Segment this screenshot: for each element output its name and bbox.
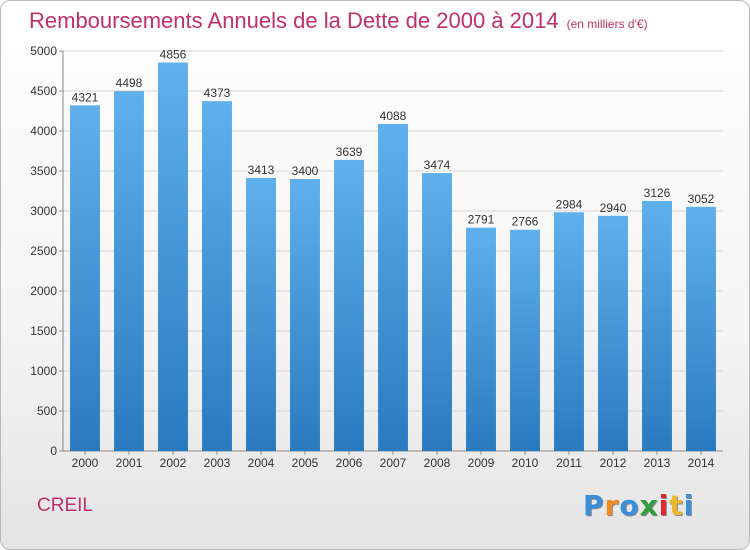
bar [246,177,276,451]
title-unit: (en milliers d'€) [566,17,648,31]
proxiti-logo: Proxiti [583,489,694,522]
bar-value-label: 3400 [292,164,319,178]
bar-value-label: 3126 [644,186,671,200]
logo-letter: i [658,489,670,522]
bar-value-label: 3052 [688,192,715,206]
bar-value-label: 4088 [380,109,407,123]
bar-value-label: 2940 [600,201,627,215]
logo-letter: x [639,489,659,522]
bar [70,105,100,451]
bar [686,206,716,451]
x-tick-label: 2008 [424,456,451,470]
y-tick-label: 3500 [30,164,57,178]
y-tick-label: 1500 [30,324,57,338]
bar [158,62,188,452]
logo-letter: P [583,489,605,522]
bar-value-label: 3474 [424,158,451,172]
x-tick-label: 2006 [336,456,363,470]
bar [114,91,144,451]
title-text: Remboursements Annuels de la Dette de 20… [29,8,559,33]
bar [554,212,584,451]
bar [422,173,452,451]
bar-value-label: 4498 [116,76,143,90]
logo-letter: o [619,489,640,522]
bar [642,200,672,451]
x-tick-label: 2009 [468,456,495,470]
bar-value-label: 3639 [336,145,363,159]
bar-value-label: 2766 [512,215,539,229]
x-tick-label: 2004 [248,456,275,470]
bar [466,227,496,451]
y-tick-label: 5000 [30,44,57,58]
bar [598,215,628,451]
label-layer: 4321 4498 4856 4373 3413 3400 3639 4088 3474 2791… [72,48,715,229]
y-tick-label: 3000 [30,204,57,218]
x-tick-label: 2003 [204,456,231,470]
bar-value-label: 4321 [72,90,99,104]
bar-value-label: 2791 [468,213,495,227]
x-tick-label: 2011 [556,456,582,470]
y-tick-label: 2000 [30,284,57,298]
y-tick-label: 4500 [30,84,57,98]
bar [290,179,320,451]
x-tick-label: 2002 [160,456,187,470]
y-tick-label: 2500 [30,244,57,258]
city-name: CREIL [37,495,93,516]
bar-value-label: 2984 [556,197,583,211]
bar [202,101,232,451]
x-tick-label: 2014 [688,456,715,470]
bar [378,123,408,452]
x-tick-label: 2005 [292,456,319,470]
logo-letter: t [669,489,684,522]
bar-value-label: 3413 [248,163,275,177]
logo-letter: r [604,489,620,522]
logo-letter: i [683,489,695,522]
y-tick-label: 4000 [30,124,57,138]
chart-title: Remboursements Annuels de la Dette de 20… [29,8,648,34]
y-tick-label: 500 [37,404,57,418]
x-tick-label: 2012 [600,456,627,470]
x-tick-label: 2000 [72,456,99,470]
x-tick-label: 2007 [380,456,407,470]
bar-value-label: 4373 [204,86,231,100]
x-tick-label: 2001 [116,456,143,470]
bar-value-label: 4856 [160,48,187,62]
x-tick-label: 2013 [644,456,671,470]
bar [334,159,364,451]
x-tick-label: 2010 [512,456,539,470]
y-tick-label: 1000 [30,364,57,378]
y-tick-label: 0 [50,444,57,458]
bar-layer [70,62,716,452]
bar [510,229,540,451]
